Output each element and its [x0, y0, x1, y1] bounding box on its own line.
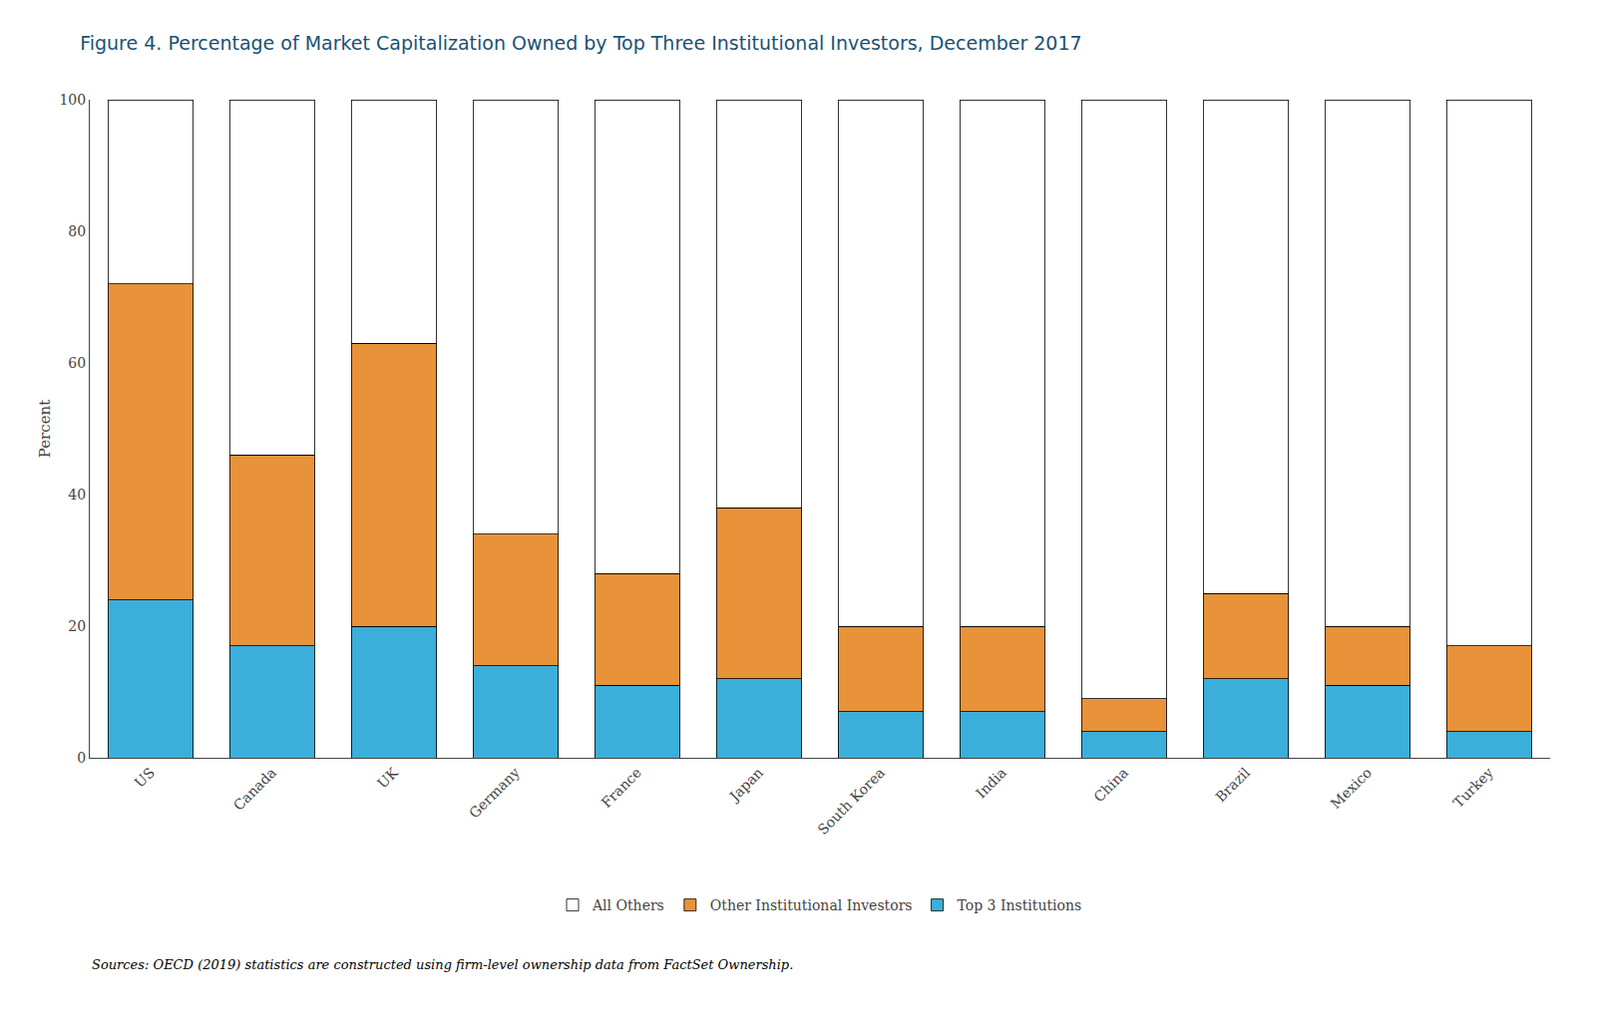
svg-text:Japan: Japan — [725, 765, 767, 806]
svg-text:40: 40 — [67, 486, 86, 503]
svg-text:20: 20 — [67, 618, 86, 635]
svg-text:Percent: Percent — [35, 400, 54, 458]
svg-text:Germany: Germany — [465, 765, 523, 822]
svg-text:Other Institutional Investors: Other Institutional Investors — [710, 897, 913, 914]
svg-text:India: India — [972, 765, 1010, 802]
svg-text:All Others: All Others — [591, 897, 665, 914]
svg-text:80: 80 — [67, 223, 86, 240]
svg-text:France: France — [597, 765, 645, 812]
svg-text:Brazil: Brazil — [1211, 764, 1253, 805]
svg-text:US: US — [131, 765, 158, 792]
svg-text:China: China — [1090, 765, 1132, 806]
svg-text:Turkey: Turkey — [1450, 765, 1498, 812]
svg-text:Canada: Canada — [230, 765, 280, 814]
svg-text:0: 0 — [76, 750, 86, 767]
svg-text:Top 3 Institutions: Top 3 Institutions — [957, 897, 1083, 914]
svg-text:UK: UK — [374, 764, 401, 792]
svg-text:Sources: OECD (2019) statistic: Sources: OECD (2019) statistics are cons… — [91, 957, 794, 973]
svg-text:South Korea: South Korea — [814, 765, 889, 839]
svg-text:Figure 4. Percentage of Market: Figure 4. Percentage of Market Capitaliz… — [79, 31, 1082, 54]
svg-text:Mexico: Mexico — [1327, 765, 1376, 813]
svg-text:100: 100 — [58, 91, 86, 108]
svg-text:60: 60 — [67, 355, 86, 372]
